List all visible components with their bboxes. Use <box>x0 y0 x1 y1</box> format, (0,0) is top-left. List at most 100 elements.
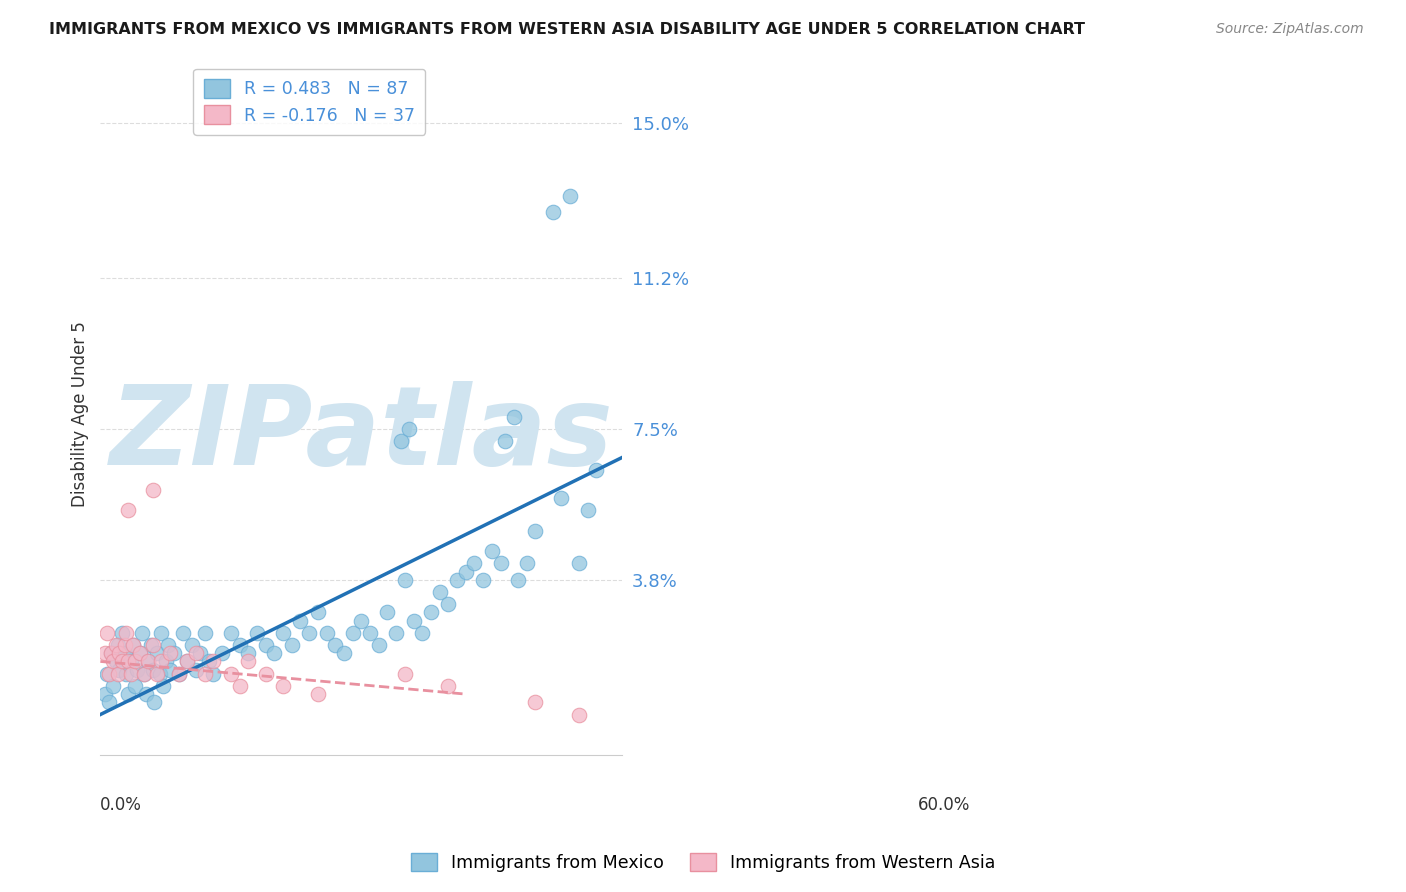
Point <box>103 655 125 669</box>
Point <box>290 614 312 628</box>
Point <box>263 646 285 660</box>
Point <box>359 626 381 640</box>
Text: 0.0%: 0.0% <box>100 797 142 814</box>
Point <box>150 655 173 669</box>
Point <box>98 666 121 681</box>
Point <box>429 585 451 599</box>
Point <box>100 646 122 660</box>
Point <box>194 666 217 681</box>
Point <box>122 638 145 652</box>
Point <box>93 646 115 660</box>
Point <box>136 655 159 669</box>
Point <box>281 638 304 652</box>
Point <box>143 695 166 709</box>
Point <box>437 679 460 693</box>
Point <box>202 655 225 669</box>
Text: Source: ZipAtlas.com: Source: ZipAtlas.com <box>1216 22 1364 37</box>
Point <box>131 626 153 640</box>
Point <box>142 663 165 677</box>
Point <box>228 638 250 652</box>
Point <box>124 679 146 693</box>
Point <box>96 666 118 681</box>
Point <box>125 663 148 677</box>
Point <box>560 189 582 203</box>
Point <box>202 666 225 681</box>
Point <box>146 666 169 681</box>
Point <box>167 666 190 681</box>
Point <box>120 655 142 669</box>
Point <box>576 503 599 517</box>
Point <box>114 638 136 652</box>
Point <box>184 646 207 660</box>
Point <box>307 687 329 701</box>
Point <box>550 491 572 505</box>
Point <box>122 638 145 652</box>
Point <box>307 606 329 620</box>
Point <box>108 646 131 660</box>
Point <box>159 663 181 677</box>
Point <box>96 626 118 640</box>
Text: IMMIGRANTS FROM MEXICO VS IMMIGRANTS FROM WESTERN ASIA DISABILITY AGE UNDER 5 CO: IMMIGRANTS FROM MEXICO VS IMMIGRANTS FRO… <box>49 22 1085 37</box>
Point <box>128 646 150 660</box>
Point <box>117 503 139 517</box>
Point <box>176 655 198 669</box>
Point <box>437 597 460 611</box>
Point <box>541 205 564 219</box>
Point <box>219 626 242 640</box>
Point <box>568 557 591 571</box>
Point <box>128 646 150 660</box>
Point <box>172 626 194 640</box>
Point <box>342 626 364 640</box>
Point <box>472 573 495 587</box>
Point <box>152 679 174 693</box>
Point <box>489 557 512 571</box>
Point <box>115 666 138 681</box>
Point <box>377 606 399 620</box>
Point <box>271 626 294 640</box>
Point <box>132 666 155 681</box>
Point <box>124 655 146 669</box>
Point <box>142 483 165 497</box>
Point <box>385 626 408 640</box>
Point <box>135 687 157 701</box>
Point <box>108 663 131 677</box>
Point <box>139 638 162 652</box>
Point <box>463 557 485 571</box>
Point <box>446 573 468 587</box>
Point <box>494 434 516 448</box>
Point <box>163 646 186 660</box>
Point <box>298 626 321 640</box>
Point <box>115 626 138 640</box>
Point <box>420 606 443 620</box>
Text: 60.0%: 60.0% <box>918 797 970 814</box>
Point <box>585 462 607 476</box>
Point <box>194 626 217 640</box>
Legend: R = 0.483   N = 87, R = -0.176   N = 37: R = 0.483 N = 87, R = -0.176 N = 37 <box>193 69 425 135</box>
Point <box>254 638 277 652</box>
Text: ZIPatlas: ZIPatlas <box>110 382 613 489</box>
Point <box>146 646 169 660</box>
Point <box>111 626 134 640</box>
Point <box>271 679 294 693</box>
Point <box>506 573 529 587</box>
Point <box>93 687 115 701</box>
Point <box>568 707 591 722</box>
Legend: Immigrants from Mexico, Immigrants from Western Asia: Immigrants from Mexico, Immigrants from … <box>404 847 1002 879</box>
Point <box>150 626 173 640</box>
Point <box>114 646 136 660</box>
Point <box>98 695 121 709</box>
Point <box>411 626 433 640</box>
Point <box>148 666 170 681</box>
Point <box>481 544 503 558</box>
Point <box>198 655 221 669</box>
Point <box>350 614 373 628</box>
Point <box>155 655 177 669</box>
Point <box>454 565 477 579</box>
Point <box>211 646 233 660</box>
Point <box>107 666 129 681</box>
Point <box>132 666 155 681</box>
Point <box>167 666 190 681</box>
Point <box>524 695 547 709</box>
Point <box>323 638 346 652</box>
Point <box>254 666 277 681</box>
